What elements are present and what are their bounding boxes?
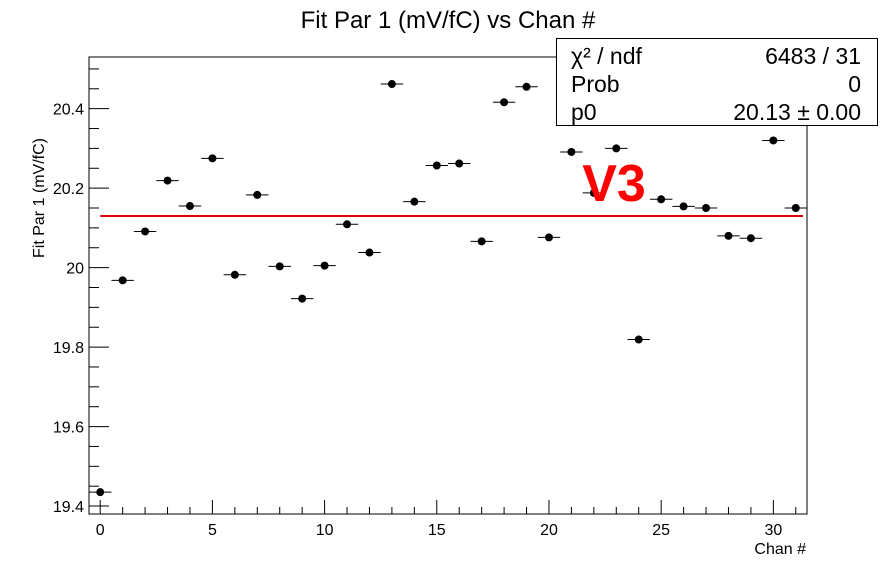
point-marker (500, 98, 509, 107)
point-marker (634, 335, 643, 344)
point-marker (208, 154, 217, 163)
point-marker (746, 234, 755, 243)
data-point (605, 144, 628, 153)
data-point (246, 190, 269, 199)
data-point (582, 188, 606, 197)
point-marker (96, 488, 105, 497)
v3-annotation: V3 (582, 155, 646, 213)
point-marker (702, 204, 711, 213)
x-tick-label: 25 (652, 522, 670, 539)
x-tick-label: 10 (316, 522, 334, 539)
stats-box: χ² / ndf 6483 / 31 Prob 0 p0 20.13 ± 0.0… (556, 38, 878, 126)
data-point (403, 197, 426, 206)
data-point (358, 248, 381, 257)
y-tick-label: 20.2 (53, 181, 84, 198)
point-marker (455, 159, 464, 168)
point-marker (365, 248, 374, 257)
stats-value: 6483 / 31 (765, 43, 861, 69)
point-marker (141, 227, 150, 236)
point-marker (724, 231, 733, 240)
data-point (694, 204, 718, 213)
data-point (717, 231, 740, 240)
stats-value: 20.13 ± 0.00 (733, 99, 861, 125)
point-marker (275, 262, 284, 271)
x-axis-label: Chan # (754, 541, 806, 558)
y-tick-label: 20 (66, 261, 84, 278)
data-point (89, 488, 112, 497)
data-point (201, 154, 224, 163)
chart-title: Fit Par 1 (mV/fC) vs Chan # (301, 7, 596, 34)
point-marker (230, 270, 239, 279)
x-axis: 0 5 10 15 20 25 30 (96, 500, 797, 539)
data-point (784, 204, 807, 213)
point-marker (769, 136, 778, 145)
stats-label: χ² / ndf (571, 43, 642, 69)
data-point (425, 161, 448, 170)
data-point (560, 147, 583, 156)
point-marker (185, 202, 194, 211)
stats-row-chi2: χ² / ndf 6483 / 31 (557, 43, 877, 71)
x-tick-label: 0 (96, 522, 105, 539)
stats-label: Prob (571, 71, 620, 97)
data-point (290, 294, 314, 303)
y-axis: 19.4 19.6 19.8 20 20.2 20.4 (53, 68, 109, 516)
y-tick-label: 19.6 (53, 420, 84, 437)
data-point (268, 262, 291, 271)
data-point (470, 237, 493, 246)
data-point (537, 233, 561, 242)
point-marker (163, 176, 172, 185)
point-marker (343, 220, 352, 229)
point-marker (477, 237, 486, 246)
data-point (380, 80, 404, 89)
point-marker (612, 144, 621, 153)
x-tick-label: 20 (540, 522, 558, 539)
y-axis-label: Fit Par 1 (mV/fC) (31, 138, 48, 258)
x-tick-label: 5 (208, 522, 217, 539)
y-tick-label: 19.8 (53, 340, 84, 357)
data-point (627, 335, 650, 344)
data-point (672, 202, 695, 211)
data-point (111, 276, 134, 285)
point-marker (544, 233, 553, 242)
data-point (178, 202, 202, 211)
data-point (156, 176, 179, 185)
data-point (335, 220, 359, 229)
data-point (313, 261, 336, 270)
point-marker (387, 80, 396, 89)
data-point (492, 98, 516, 107)
data-point (739, 234, 763, 243)
data-point (649, 195, 673, 204)
y-tick-label: 19.4 (53, 499, 84, 516)
x-tick-label: 15 (428, 522, 446, 539)
point-marker (410, 197, 419, 206)
data-point (515, 82, 538, 91)
point-marker (679, 202, 688, 211)
point-marker (589, 188, 598, 197)
point-marker (118, 276, 127, 285)
data-point (762, 136, 785, 145)
point-marker (567, 147, 576, 156)
point-marker (657, 195, 666, 204)
point-marker (298, 294, 307, 303)
x-tick-label: 30 (764, 522, 782, 539)
data-point (223, 270, 247, 279)
point-marker (791, 204, 800, 213)
point-marker (522, 82, 531, 91)
y-tick-label: 20.4 (53, 102, 84, 119)
point-marker (320, 261, 329, 270)
data-point (133, 227, 157, 236)
point-marker (253, 190, 262, 199)
point-marker (432, 161, 441, 170)
stats-value: 0 (848, 71, 861, 97)
stats-row-prob: Prob 0 (557, 71, 877, 99)
stats-label: p0 (571, 99, 597, 125)
data-points (89, 80, 807, 497)
data-point (448, 159, 471, 168)
stats-row-p0: p0 20.13 ± 0.00 (557, 99, 877, 127)
plot-frame (88, 56, 808, 515)
